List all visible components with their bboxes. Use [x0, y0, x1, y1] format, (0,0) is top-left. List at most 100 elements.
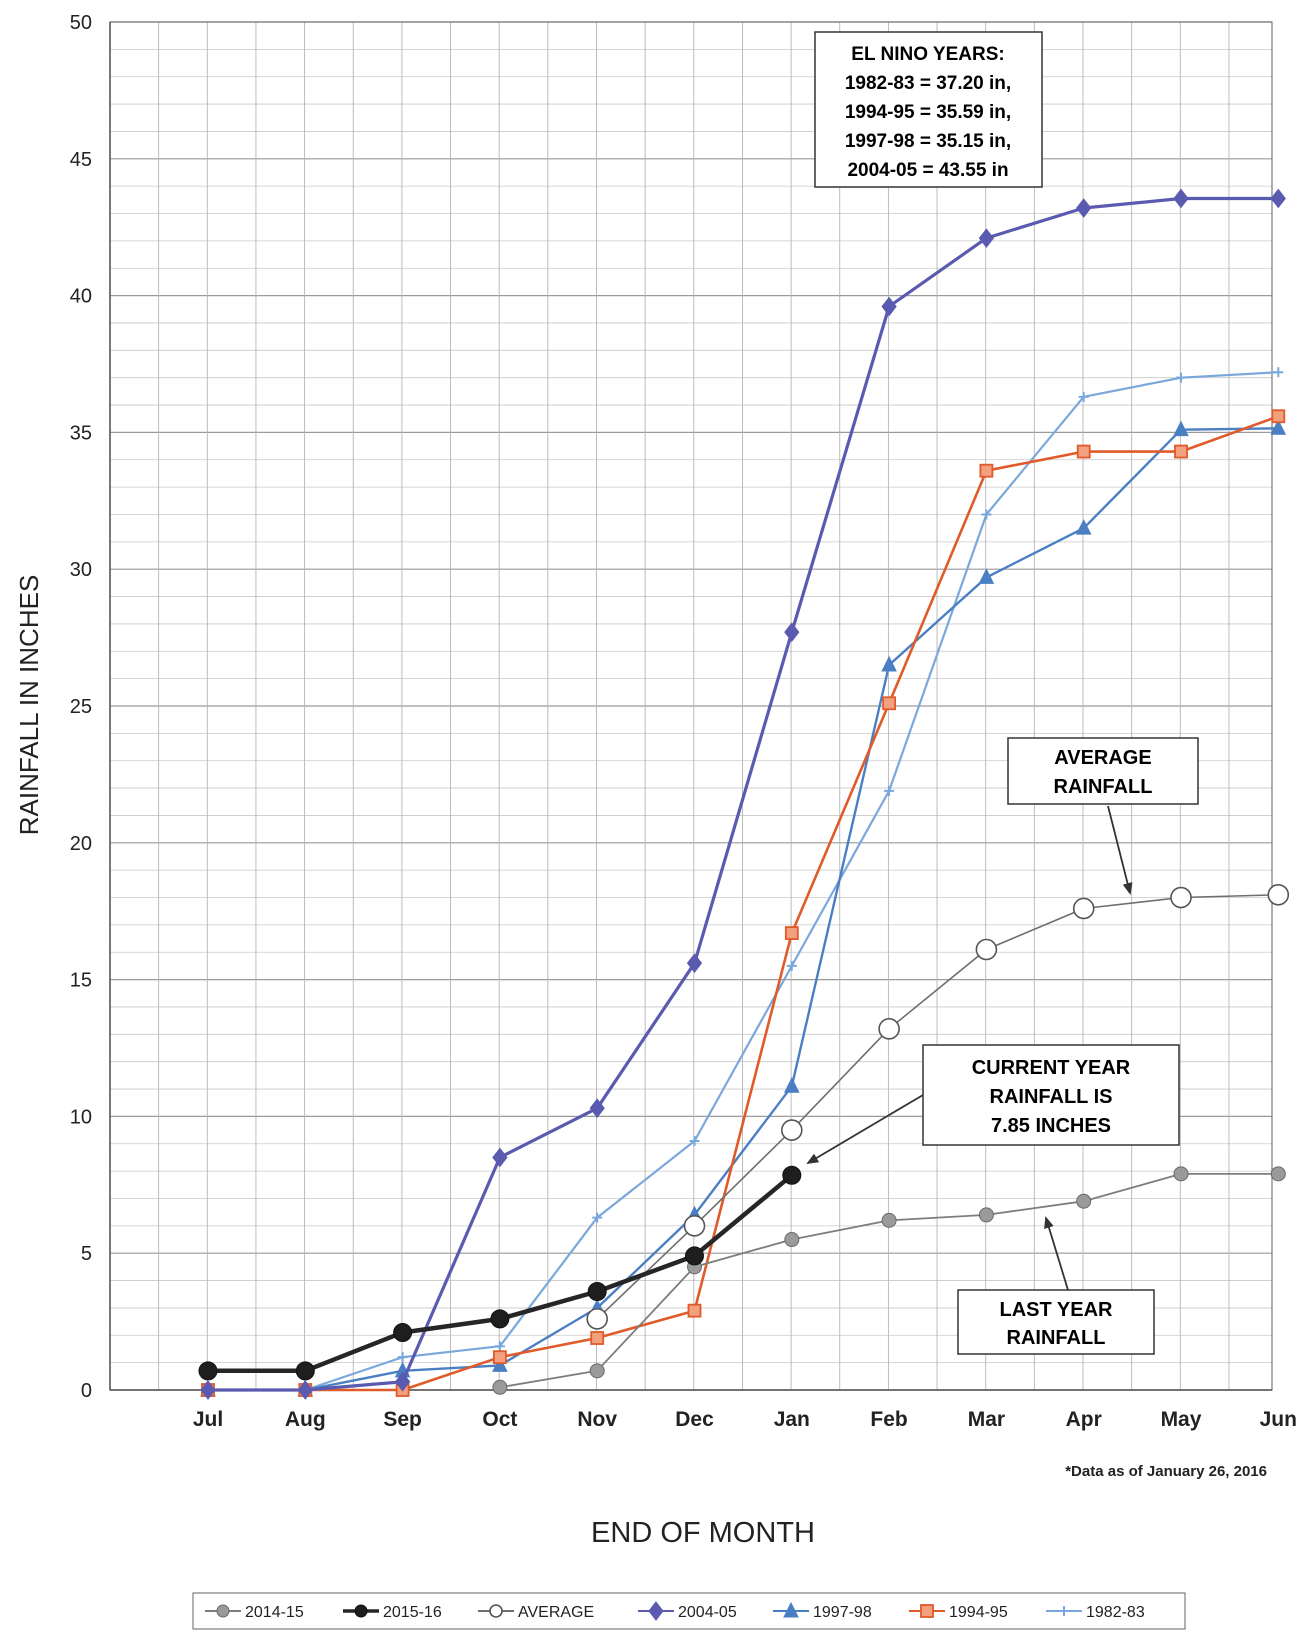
- series-line: [208, 371, 1279, 1392]
- data-point: [978, 568, 995, 584]
- data-point: [783, 1077, 800, 1093]
- data-point: [394, 1371, 411, 1392]
- data-point: [687, 1303, 702, 1318]
- x-tick-label: May: [1161, 1408, 1202, 1431]
- data-point: [1173, 420, 1189, 437]
- data-point: [784, 622, 800, 642]
- y-tick-label: 15: [70, 970, 92, 992]
- y-tick-label: 20: [70, 833, 92, 855]
- footnote: *Data as of January 26, 2016: [1065, 1463, 1267, 1480]
- x-tick-label: Feb: [870, 1408, 907, 1431]
- data-point: [1267, 883, 1290, 906]
- x-tick-label: Jun: [1260, 1408, 1297, 1431]
- x-axis-title: END OF MONTH: [591, 1517, 815, 1549]
- legend-item: 1994-95: [909, 1604, 1008, 1621]
- y-axis-title: RAINFALL IN INCHES: [14, 575, 44, 836]
- data-point: [881, 296, 897, 317]
- data-point: [979, 463, 994, 478]
- data-point: [589, 1098, 605, 1119]
- grid: [109, 21, 1273, 1391]
- data-point: [589, 1363, 605, 1379]
- legend-label: 2015-16: [383, 1604, 442, 1621]
- x-tick-label: Dec: [675, 1408, 714, 1431]
- el-nino-line-2: 1994-95 = 35.59 in,: [845, 102, 1011, 123]
- series-AVERAGE: [586, 883, 1290, 1330]
- legend-marker: [216, 1604, 230, 1618]
- series-line: [208, 415, 1279, 1392]
- current-year-box: [922, 1044, 1180, 1146]
- y-tick-label: 5: [81, 1243, 92, 1265]
- legend-item: AVERAGE: [478, 1604, 594, 1621]
- legend-marker: [920, 1604, 934, 1618]
- series-2004-05: [200, 188, 1286, 1400]
- data-point: [1176, 372, 1186, 383]
- data-point: [881, 655, 897, 672]
- x-tick-label: Jul: [193, 1408, 223, 1431]
- el-nino-line-4: 2004-05 = 43.55 in: [847, 160, 1008, 181]
- data-point: [492, 1379, 508, 1395]
- average-rainfall-box: [1007, 737, 1199, 805]
- legend-label: AVERAGE: [518, 1604, 594, 1621]
- el-nino-line-0: EL NINO YEARS:: [851, 44, 1004, 65]
- legend-label: 2004-05: [678, 1604, 737, 1621]
- current-box-line-0: CURRENT YEAR: [972, 1057, 1131, 1079]
- data-point: [683, 1215, 706, 1237]
- data-point: [1270, 419, 1287, 435]
- data-point: [881, 1212, 897, 1228]
- data-point: [490, 1309, 510, 1329]
- data-point: [198, 1361, 218, 1381]
- data-point: [200, 1380, 216, 1400]
- data-point: [492, 1356, 508, 1372]
- y-tick-label: 50: [70, 12, 92, 34]
- legend-item: 2015-16: [343, 1604, 442, 1621]
- legend-marker: [354, 1604, 368, 1618]
- x-tick-label: Apr: [1066, 1408, 1102, 1431]
- data-point: [686, 953, 703, 973]
- legend-label: 1997-98: [813, 1604, 872, 1621]
- legend-label: 2014-15: [245, 1604, 304, 1621]
- data-point: [981, 509, 992, 520]
- x-tick-labels: Jul Aug Sep Oct Nov Dec Jan Feb Mar Apr May Jun: [193, 1408, 1297, 1431]
- average-box-line-0: AVERAGE: [1054, 747, 1151, 769]
- average-arrow: [1107, 805, 1133, 895]
- last-year-line-1: RAINFALL: [1007, 1327, 1106, 1349]
- data-point: [685, 1246, 704, 1266]
- average-box-line-1: RAINFALL: [1054, 776, 1153, 798]
- series-1994-95: [201, 409, 1286, 1397]
- x-tick-label: Jan: [774, 1408, 810, 1431]
- y-tick-label: 45: [70, 149, 92, 171]
- legend-marker: [783, 1601, 799, 1618]
- data-point: [1072, 897, 1095, 920]
- legend-label: 1994-95: [949, 1604, 1008, 1621]
- x-tick-label: Oct: [482, 1408, 517, 1431]
- data-point: [978, 228, 995, 248]
- last-year-line-0: LAST YEAR: [1000, 1299, 1114, 1321]
- data-point: [393, 1323, 413, 1343]
- data-point: [492, 1350, 507, 1365]
- x-tick-label: Aug: [285, 1408, 326, 1431]
- series-line: [208, 196, 1279, 1392]
- x-tick-label: Sep: [383, 1408, 422, 1431]
- y-tick-label: 35: [70, 422, 92, 444]
- current-box-line-1: RAINFALL IS: [990, 1086, 1113, 1108]
- el-nino-line-3: 1997-98 = 35.15 in,: [845, 131, 1011, 152]
- data-point: [1076, 198, 1092, 218]
- data-point: [297, 1380, 313, 1400]
- y-tick-label: 0: [81, 1380, 92, 1402]
- series-2015-16: [198, 1165, 802, 1381]
- current-box-line-2: 7.85 INCHES: [991, 1115, 1111, 1137]
- data-point: [878, 1018, 900, 1040]
- el-nino-box: [814, 31, 1043, 188]
- data-point: [1271, 409, 1286, 424]
- x-tick-label: Nov: [577, 1408, 617, 1431]
- data-point: [592, 1212, 603, 1223]
- series-1997-98: [200, 419, 1287, 1397]
- series-line: [596, 894, 1279, 1320]
- data-point: [884, 785, 895, 796]
- current-arrow: [806, 1094, 924, 1165]
- series-line: [208, 427, 1279, 1392]
- data-point: [1270, 1166, 1286, 1182]
- legend-label: 1982-83: [1086, 1604, 1145, 1621]
